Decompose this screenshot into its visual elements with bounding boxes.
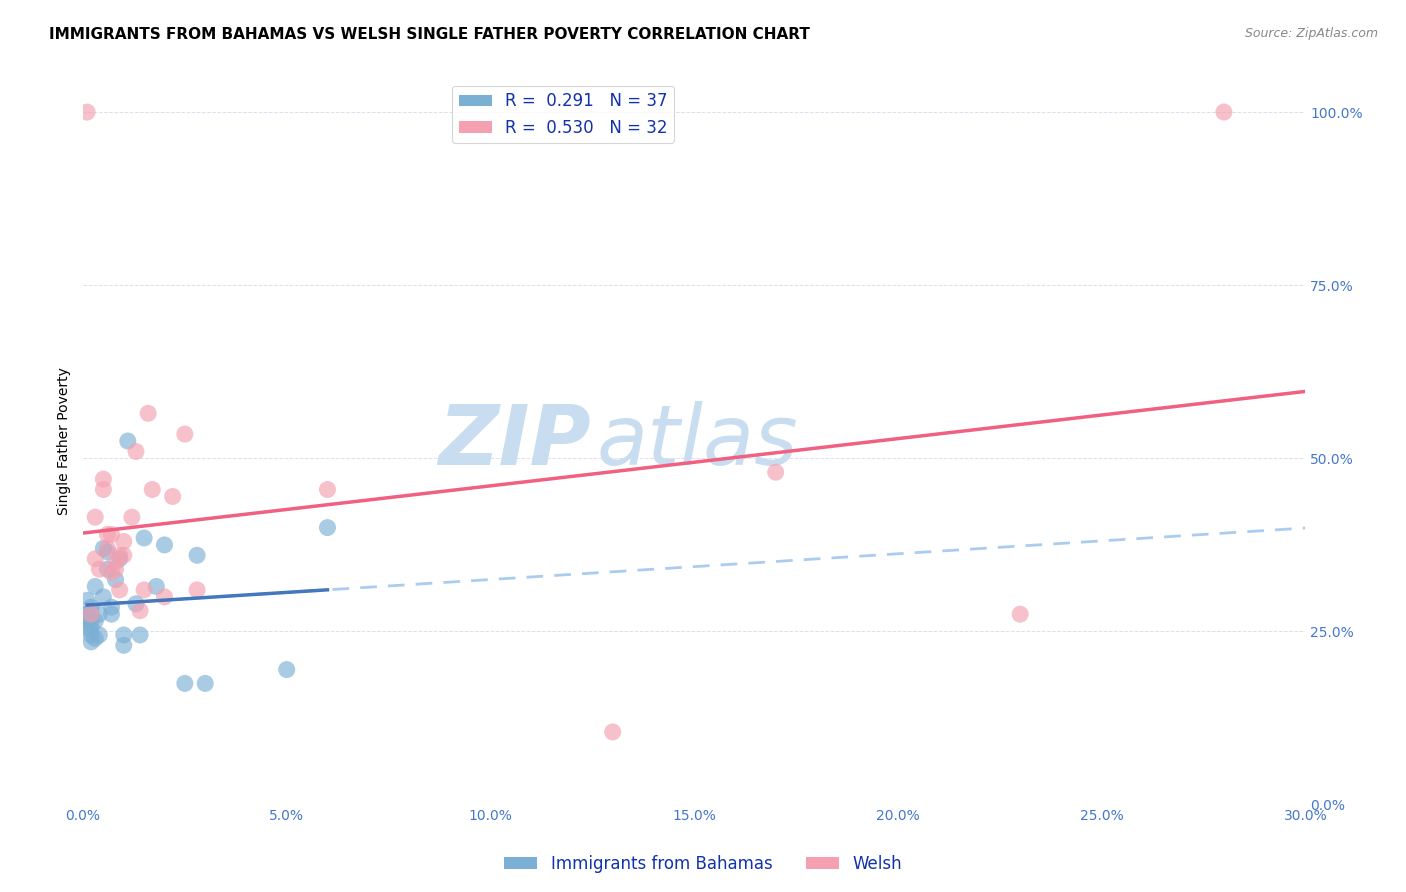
Point — [84, 614, 107, 628]
Point — [108, 551, 131, 566]
Point — [194, 676, 217, 690]
Point — [162, 490, 184, 504]
Point — [76, 604, 98, 618]
Point — [121, 510, 143, 524]
Point — [76, 105, 98, 120]
Point — [80, 600, 103, 615]
Point — [132, 531, 155, 545]
Point — [96, 545, 118, 559]
Point — [141, 483, 163, 497]
Point — [100, 527, 122, 541]
Point — [89, 562, 111, 576]
Point — [76, 621, 98, 635]
Point — [96, 562, 118, 576]
Point — [153, 590, 176, 604]
Point — [84, 632, 107, 646]
Point — [80, 621, 103, 635]
Point — [84, 510, 107, 524]
Point — [84, 579, 107, 593]
Point — [80, 614, 103, 628]
Point — [108, 582, 131, 597]
Point — [96, 541, 118, 556]
Y-axis label: Single Father Poverty: Single Father Poverty — [58, 368, 72, 515]
Point — [112, 628, 135, 642]
Point — [76, 593, 98, 607]
Point — [108, 549, 131, 563]
Point — [100, 566, 122, 580]
Point — [129, 604, 152, 618]
Text: ZIP: ZIP — [437, 401, 591, 482]
Point — [76, 610, 98, 624]
Point — [93, 590, 115, 604]
Point — [112, 549, 135, 563]
Point — [104, 562, 127, 576]
Point — [129, 628, 152, 642]
Point — [602, 725, 624, 739]
Point — [80, 607, 103, 622]
Point — [96, 527, 118, 541]
Point — [93, 541, 115, 556]
Point — [173, 676, 195, 690]
Point — [112, 534, 135, 549]
Point — [136, 406, 159, 420]
Point — [112, 638, 135, 652]
Point — [84, 551, 107, 566]
Point — [117, 434, 139, 448]
Text: atlas: atlas — [596, 401, 799, 482]
Point — [145, 579, 167, 593]
Point — [1010, 607, 1032, 622]
Point — [89, 628, 111, 642]
Legend: Immigrants from Bahamas, Welsh: Immigrants from Bahamas, Welsh — [498, 848, 908, 880]
Point — [1212, 105, 1234, 120]
Point — [173, 427, 195, 442]
Point — [100, 607, 122, 622]
Point — [153, 538, 176, 552]
Point — [316, 483, 339, 497]
Point — [93, 483, 115, 497]
Point — [80, 607, 103, 622]
Point — [89, 607, 111, 622]
Point — [125, 444, 148, 458]
Text: Source: ZipAtlas.com: Source: ZipAtlas.com — [1244, 27, 1378, 40]
Point — [104, 555, 127, 569]
Point — [93, 472, 115, 486]
Point — [765, 465, 787, 479]
Point — [186, 549, 208, 563]
Point — [80, 628, 103, 642]
Point — [186, 582, 208, 597]
Point — [80, 635, 103, 649]
Point — [100, 600, 122, 615]
Text: IMMIGRANTS FROM BAHAMAS VS WELSH SINGLE FATHER POVERTY CORRELATION CHART: IMMIGRANTS FROM BAHAMAS VS WELSH SINGLE … — [49, 27, 810, 42]
Point — [132, 582, 155, 597]
Point — [316, 520, 339, 534]
Point — [76, 614, 98, 628]
Point — [276, 663, 298, 677]
Point — [104, 573, 127, 587]
Legend: R =  0.291   N = 37, R =  0.530   N = 32: R = 0.291 N = 37, R = 0.530 N = 32 — [451, 86, 675, 144]
Point — [125, 597, 148, 611]
